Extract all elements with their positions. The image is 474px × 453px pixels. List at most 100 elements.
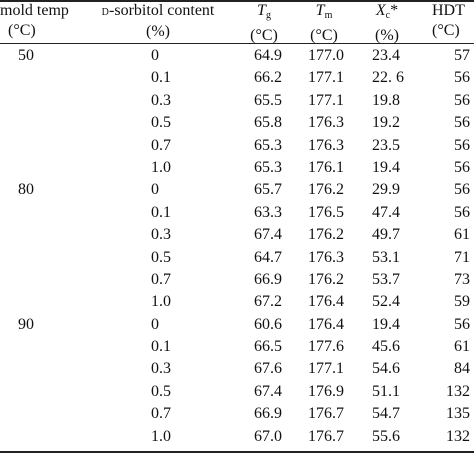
cell-xc: 23.4	[372, 47, 400, 64]
cell-xc: 53.1	[372, 248, 400, 266]
cell-tg: 64.9	[254, 47, 282, 64]
cell-hdt: 56	[454, 114, 470, 132]
cell-sorbitol: 1.0	[151, 158, 171, 176]
table-row: 0.5 67.4 176.9 51.1 132	[0, 381, 474, 403]
cell-hdt: 56	[454, 158, 470, 176]
cell-sorbitol: 0	[151, 315, 159, 333]
cell-tm: 176.2	[308, 181, 344, 199]
cell-xc: 47.4	[372, 203, 400, 221]
cell-hdt: 61	[454, 338, 470, 356]
cell-tg: 63.3	[254, 203, 282, 221]
header-tg-sub: g	[265, 10, 271, 21]
cell-hdt: 132	[446, 427, 470, 445]
cell-tg: 60.6	[254, 315, 282, 333]
table-row: 0.5 64.7 176.3 53.1 71	[0, 247, 474, 269]
cell-xc: 55.6	[372, 427, 400, 445]
cell-sorbitol: 0	[151, 181, 159, 199]
cell-tm: 176.7	[308, 405, 344, 423]
cell-hdt: 56	[454, 181, 470, 199]
cell-tg: 65.7	[254, 181, 282, 199]
cell-xc: 19.8	[372, 91, 400, 109]
cell-tg: 67.4	[254, 226, 282, 244]
cell-sorbitol: 0.7	[151, 270, 171, 288]
cell-hdt: 84	[454, 360, 470, 378]
header-tg-symbol: T	[257, 2, 266, 19]
cell-tm: 177.1	[308, 360, 344, 378]
cell-tm: 177.0	[308, 47, 344, 64]
cell-sorbitol: 0.5	[151, 114, 171, 132]
cell-tg: 66.5	[254, 338, 282, 356]
cell-hdt: 56	[454, 69, 470, 87]
cell-hdt: 56	[454, 136, 470, 154]
table-header-rule	[0, 43, 474, 45]
cell-sorbitol: 1.0	[151, 293, 171, 311]
cell-hdt: 71	[454, 248, 470, 266]
cell-tm: 176.3	[308, 114, 344, 132]
header-xc: Xc* (%)	[364, 1, 410, 46]
cell-tm: 176.4	[308, 293, 344, 311]
table-row: 90 0 60.6 176.4 19.4 56	[0, 314, 474, 336]
cell-sorbitol: 0.1	[151, 69, 171, 87]
cell-tm: 177.1	[308, 91, 344, 109]
table-row: 50 0 64.9 177.0 23.4 57	[0, 45, 474, 67]
header-tm: Tm (°C)	[296, 1, 352, 46]
cell-tm: 176.2	[308, 270, 344, 288]
header-hdt: HDT (°C)	[432, 1, 474, 41]
table-bottom-rule	[0, 451, 474, 453]
cell-mold-temp: 90	[18, 315, 34, 333]
cell-sorbitol: 0.7	[151, 136, 171, 154]
header-tm-symbol: T	[315, 2, 325, 19]
table-row: 0.5 65.8 176.3 19.2 56	[0, 112, 474, 134]
cell-hdt: 57	[454, 47, 470, 64]
header-xc-unit: (%)	[375, 27, 399, 44]
cell-tm: 176.2	[308, 226, 344, 244]
table-row: 0.3 67.4 176.2 49.7 61	[0, 224, 474, 246]
table-top-rule	[0, 0, 474, 2]
cell-sorbitol: 0.5	[151, 248, 171, 266]
header-xc-symbol: X	[375, 2, 386, 19]
cell-tg: 65.8	[254, 114, 282, 132]
cell-tg: 67.6	[254, 360, 282, 378]
cell-xc: 54.7	[372, 405, 400, 423]
table-body: 50 0 64.9 177.0 23.4 57 0.1 66.2 177.1 22. 6 56 0.3…	[0, 45, 474, 448]
cell-xc: 23.5	[372, 136, 400, 154]
cell-xc: 53.7	[372, 270, 400, 288]
cell-tg: 67.4	[254, 382, 282, 400]
cell-sorbitol: 0.3	[151, 360, 171, 378]
cell-hdt: 61	[454, 226, 470, 244]
cell-tm: 176.4	[308, 315, 344, 333]
table-row: 0.1 66.2 177.1 22. 6 56	[0, 67, 474, 89]
header-tm-sub: m	[324, 10, 333, 21]
cell-sorbitol: 0.5	[151, 382, 171, 400]
cell-tg: 66.2	[254, 69, 282, 87]
header-hdt-unit: (°C)	[432, 22, 460, 39]
cell-xc: 22. 6	[372, 69, 404, 87]
cell-tg: 65.3	[254, 136, 282, 154]
cell-xc: 52.4	[372, 293, 400, 311]
cell-xc: 19.4	[372, 158, 400, 176]
cell-hdt: 132	[446, 382, 470, 400]
cell-tm: 176.3	[308, 248, 344, 266]
cell-tm: 176.1	[308, 158, 344, 176]
cell-tg: 67.0	[254, 427, 282, 445]
cell-sorbitol: 0.1	[151, 203, 171, 221]
cell-tg: 67.2	[254, 293, 282, 311]
cell-hdt: 56	[454, 91, 470, 109]
cell-tg: 65.5	[254, 91, 282, 109]
table-row: 1.0 67.0 176.7 55.6 132	[0, 426, 474, 448]
cell-tg: 66.9	[254, 270, 282, 288]
table-row: 80 0 65.7 176.2 29.9 56	[0, 179, 474, 201]
header-mold-temp: mold temp (°C)	[0, 1, 72, 41]
cell-tg: 66.9	[254, 405, 282, 423]
header-xc-sub: c	[385, 10, 391, 21]
cell-xc: 54.6	[372, 360, 400, 378]
header-xc-star: *	[390, 2, 399, 19]
cell-mold-temp: 50	[18, 47, 34, 64]
cell-tm: 177.6	[308, 338, 344, 356]
header-tg-unit: (°C)	[250, 27, 278, 44]
cell-sorbitol: 0.3	[151, 226, 171, 244]
cell-xc: 19.2	[372, 114, 400, 132]
table-row: 0.1 66.5 177.6 45.6 61	[0, 336, 474, 358]
cell-tm: 176.7	[308, 427, 344, 445]
cell-tg: 64.7	[254, 248, 282, 266]
